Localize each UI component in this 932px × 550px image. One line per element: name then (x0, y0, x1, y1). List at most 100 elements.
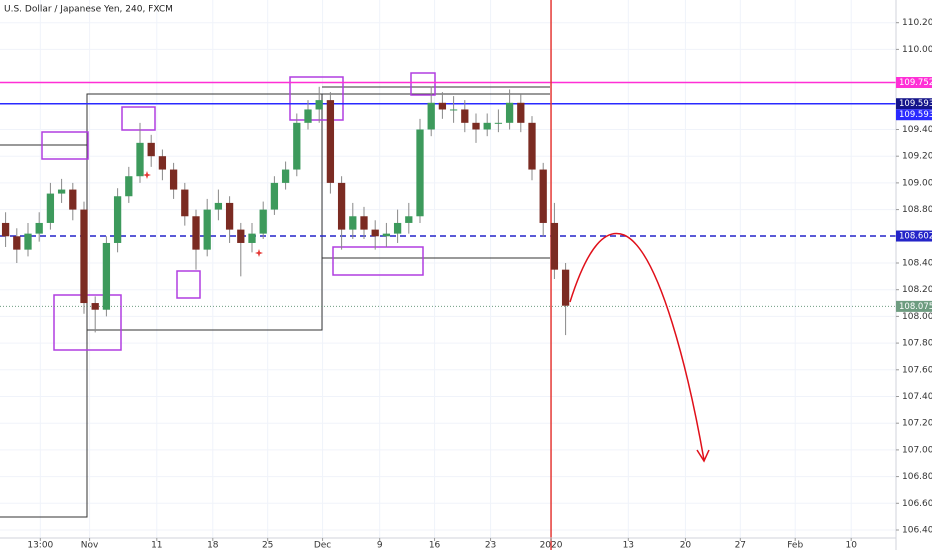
y-tick-label: 107.800 (902, 339, 932, 349)
y-tick-label: 110.000 (902, 45, 932, 55)
x-tick-label: Feb (787, 541, 803, 550)
x-tick-label: Dec (314, 541, 331, 550)
candle-body (270, 182, 279, 210)
candle-body (326, 100, 335, 183)
price-tag (896, 77, 932, 89)
candle-body (315, 100, 323, 110)
forecast-arrow (569, 232, 705, 461)
highlight-box (332, 246, 424, 276)
candle-body (550, 222, 559, 270)
y-tick-label: 106.400 (902, 525, 932, 535)
price-tag (896, 300, 932, 312)
y-tick-label: 109.400 (902, 125, 932, 135)
x-tick-label: 27 (735, 541, 746, 550)
highlight-box (289, 76, 344, 121)
candle-body (281, 169, 290, 183)
price-tag (896, 98, 932, 110)
candle-body (539, 169, 547, 223)
candle-body (382, 233, 391, 237)
y-tick-label: 108.400 (902, 258, 932, 268)
candle-body (337, 182, 346, 230)
annotations (143, 171, 710, 463)
highlight-box (410, 72, 436, 96)
drawings (0, 72, 550, 518)
candle-body (35, 222, 43, 234)
candle-body (528, 122, 536, 170)
x-tick-label: 2020 (540, 541, 563, 550)
candle-body (80, 209, 88, 304)
range-box (0, 144, 88, 518)
x-tick-label: 13:00 (27, 541, 53, 550)
x-tick-label: 11 (151, 541, 162, 550)
y-tick-label: 108.800 (902, 205, 932, 215)
chart-title: U.S. Dollar / Japanese Yen, 240, FXCM (4, 5, 173, 15)
x-tick-label: 13 (623, 541, 634, 550)
candle-body (225, 202, 234, 230)
candle-body (1, 222, 10, 237)
x-tick-label: 16 (429, 541, 441, 550)
y-tick-label: 107.400 (902, 392, 932, 402)
star (143, 171, 151, 179)
candle-body (237, 229, 245, 243)
highlight-box (121, 106, 156, 131)
price-tag-label: 109.593 (899, 110, 932, 120)
candle-body (360, 216, 368, 230)
price-tag-label: 109.752 (899, 78, 932, 88)
price-tag (896, 109, 932, 121)
price-tag-label: 108.075 (899, 302, 932, 312)
candle-body (472, 122, 480, 130)
candle-body (349, 216, 357, 230)
y-tick-label: 110.200 (902, 18, 932, 28)
price-tag (896, 230, 932, 242)
highlight-box (176, 270, 201, 299)
candle-body (494, 122, 503, 124)
y-tick-label: 106.800 (902, 472, 932, 482)
candle-body (13, 236, 21, 250)
candle-body (393, 222, 402, 234)
candle-body (203, 209, 211, 250)
candle-body (371, 229, 379, 237)
candle-body (248, 233, 256, 243)
y-tick-label: 108.000 (902, 312, 932, 322)
price-tag-label: 108.602 (899, 232, 932, 242)
x-tick-label: 18 (207, 541, 219, 550)
candle-body (304, 109, 312, 123)
candle-body (91, 303, 99, 310)
candle-body (24, 233, 32, 250)
candle-body (192, 216, 200, 250)
price-tag-label: 109.593 (899, 99, 932, 109)
x-tick-label: 20 (680, 541, 692, 550)
candle-body (147, 142, 155, 157)
arrow-head (696, 449, 710, 463)
candle-body (461, 109, 469, 123)
candle-body (405, 216, 413, 223)
y-tick-label: 108.200 (902, 285, 932, 295)
candle-body (102, 242, 111, 310)
range-box (321, 94, 550, 259)
y-tick-label: 109.200 (902, 152, 932, 162)
candle-body (449, 109, 458, 111)
candle-body (505, 102, 514, 123)
x-tick-label: 23 (485, 541, 496, 550)
candle-body (517, 102, 525, 123)
candle-body (214, 202, 223, 210)
x-tick-label: 9 (377, 541, 383, 550)
candle-body (416, 129, 424, 217)
candle-body (158, 156, 167, 170)
candle-body (136, 142, 144, 177)
candle-body (113, 196, 122, 243)
candle-body (561, 269, 570, 306)
candle-body (69, 189, 77, 210)
candle-body (181, 189, 189, 217)
y-tick-label: 107.000 (902, 445, 932, 455)
x-tick-label: 25 (262, 541, 273, 550)
candle-body (125, 176, 133, 197)
y-tick-label: 107.600 (902, 365, 932, 375)
candle-body (293, 122, 301, 170)
candle-body (483, 122, 491, 130)
x-tick-label: 10 (845, 541, 857, 550)
candle-body (438, 102, 447, 110)
star (255, 249, 263, 257)
